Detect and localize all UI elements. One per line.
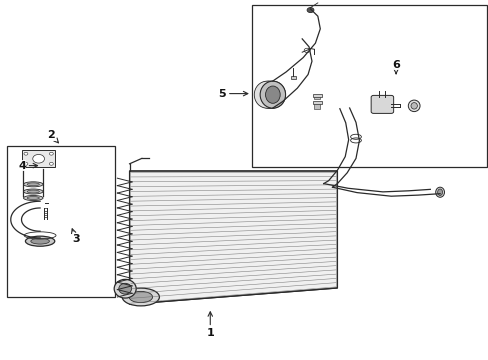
- Bar: [313, 104, 320, 109]
- Bar: [7, 146, 115, 297]
- Circle shape: [49, 162, 53, 165]
- Ellipse shape: [114, 279, 136, 298]
- Ellipse shape: [254, 81, 279, 108]
- Ellipse shape: [27, 183, 39, 186]
- Ellipse shape: [27, 197, 39, 199]
- Ellipse shape: [25, 236, 55, 246]
- Circle shape: [33, 154, 44, 163]
- Ellipse shape: [122, 288, 159, 306]
- Ellipse shape: [255, 81, 281, 108]
- Ellipse shape: [265, 86, 280, 103]
- Circle shape: [49, 152, 53, 155]
- Ellipse shape: [258, 81, 284, 108]
- Ellipse shape: [23, 195, 43, 201]
- Circle shape: [304, 48, 309, 53]
- Ellipse shape: [437, 189, 442, 195]
- Text: 5: 5: [218, 89, 247, 99]
- Text: 4: 4: [18, 161, 38, 171]
- Circle shape: [24, 162, 28, 165]
- Ellipse shape: [410, 103, 416, 109]
- Ellipse shape: [31, 238, 49, 244]
- Ellipse shape: [257, 81, 282, 108]
- Bar: [312, 94, 321, 97]
- Ellipse shape: [129, 291, 152, 303]
- Ellipse shape: [23, 189, 43, 194]
- Circle shape: [24, 152, 28, 155]
- Ellipse shape: [407, 100, 419, 112]
- Ellipse shape: [119, 283, 131, 294]
- Text: 1: 1: [206, 312, 214, 338]
- Ellipse shape: [435, 187, 444, 197]
- FancyBboxPatch shape: [370, 95, 393, 113]
- Text: 3: 3: [71, 229, 80, 244]
- Bar: [290, 76, 295, 79]
- Bar: [313, 97, 320, 99]
- Ellipse shape: [260, 81, 285, 108]
- Text: 2: 2: [47, 130, 58, 143]
- Ellipse shape: [27, 190, 39, 193]
- Ellipse shape: [260, 81, 285, 108]
- Bar: [251, 5, 486, 167]
- Text: 6: 6: [391, 60, 399, 73]
- Bar: [22, 150, 55, 167]
- Ellipse shape: [23, 182, 43, 187]
- Polygon shape: [129, 171, 337, 304]
- Circle shape: [306, 8, 313, 13]
- Bar: [312, 101, 321, 104]
